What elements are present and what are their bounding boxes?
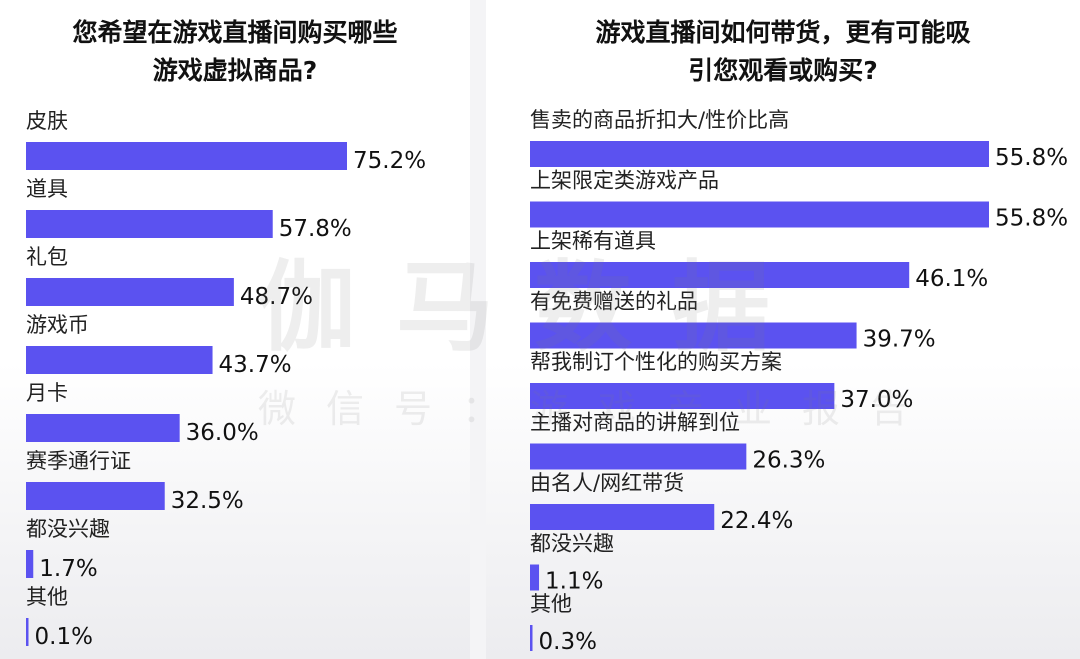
left-chart-category-label: 道具 [26, 177, 68, 201]
left-chart-bar [26, 618, 29, 646]
right-bar-chart: 售卖的商品折扣大/性价比高 55.8% 上架限定类游戏产品 55.8% 上架稀有道具 46… [530, 108, 1068, 655]
right-chart-bar [530, 201, 989, 228]
left-chart-category-label: 其他 [26, 585, 68, 609]
right-chart-value-label: 46.1% [915, 266, 988, 292]
right-chart-category-label: 上架稀有道具 [530, 229, 656, 253]
right-chart-bar [530, 262, 910, 288]
left-chart-value-label: 75.2% [353, 148, 426, 174]
panel-divider [470, 0, 486, 659]
right-chart-value-label: 22.4% [720, 508, 793, 534]
right-chart-bar [530, 504, 715, 530]
left-chart-bar [26, 278, 234, 306]
right-chart-bar [530, 443, 747, 470]
right-chart-bar [530, 141, 989, 167]
right-chart-title: 游戏直播间如何带货，更有可能吸 引您观看或购买? [595, 18, 971, 85]
left-chart-bar [26, 550, 34, 578]
right-chart-category-label: 由名人/网红带货 [530, 471, 684, 495]
left-bar-chart: 皮肤 75.2% 道具 57.8% 礼包 48.7% 游戏币 43.7% 月卡 36.0% 赛季通行… [26, 109, 426, 650]
right-chart-bar [530, 322, 857, 349]
right-chart-value-label: 26.3% [752, 448, 825, 474]
right-chart-value-label: 1.1% [545, 569, 603, 595]
right-chart-category-label: 售卖的商品折扣大/性价比高 [530, 108, 789, 132]
left-chart-category-label: 游戏币 [26, 313, 89, 337]
left-chart-category-label: 赛季通行证 [26, 449, 131, 473]
left-chart-value-label: 32.5% [171, 488, 244, 514]
left-chart-bar [26, 142, 347, 170]
right-chart-value-label: 37.0% [840, 387, 913, 413]
left-chart-value-label: 48.7% [240, 284, 313, 310]
right-chart-category-label: 帮我制订个性化的购买方案 [530, 350, 782, 374]
left-chart-value-label: 0.1% [35, 624, 93, 650]
right-chart-value-label: 55.8% [995, 145, 1068, 171]
right-chart-category-label: 主播对商品的讲解到位 [530, 411, 740, 435]
left-chart-bar [26, 414, 180, 442]
right-chart-category-label: 有免费赠送的礼品 [530, 290, 698, 314]
right-chart-category-label: 上架限定类游戏产品 [530, 169, 719, 193]
left-chart-category-label: 都没兴趣 [26, 517, 110, 541]
left-chart-bar [26, 346, 213, 374]
right-chart-value-label: 55.8% [995, 206, 1068, 232]
right-chart-bar [530, 383, 835, 409]
left-chart-value-label: 57.8% [279, 216, 352, 242]
left-chart-category-label: 皮肤 [26, 109, 68, 133]
right-chart-category-label: 其他 [530, 592, 572, 616]
left-chart-value-label: 43.7% [219, 352, 292, 378]
right-chart-value-label: 0.3% [539, 629, 597, 655]
left-chart-bar [26, 482, 165, 510]
left-chart-value-label: 1.7% [39, 556, 97, 582]
left-chart-bar [26, 210, 273, 238]
right-chart-category-label: 都没兴趣 [530, 532, 614, 556]
left-chart-category-label: 月卡 [26, 381, 68, 405]
left-chart-title: 您希望在游戏直播间购买哪些 游戏虚拟商品? [72, 18, 398, 85]
right-chart-bar [530, 564, 540, 591]
left-chart-panel: 您希望在游戏直播间购买哪些 游戏虚拟商品? 皮肤 75.2% 道具 57.8% 礼包 48… [0, 0, 470, 659]
right-chart-panel: 游戏直播间如何带货，更有可能吸 引您观看或购买? 售卖的商品折扣大/性价比高 55… [486, 0, 1080, 659]
left-chart-category-label: 礼包 [26, 245, 68, 269]
right-chart-value-label: 39.7% [863, 327, 936, 353]
left-chart-value-label: 36.0% [186, 420, 259, 446]
right-chart-bar [530, 625, 533, 651]
